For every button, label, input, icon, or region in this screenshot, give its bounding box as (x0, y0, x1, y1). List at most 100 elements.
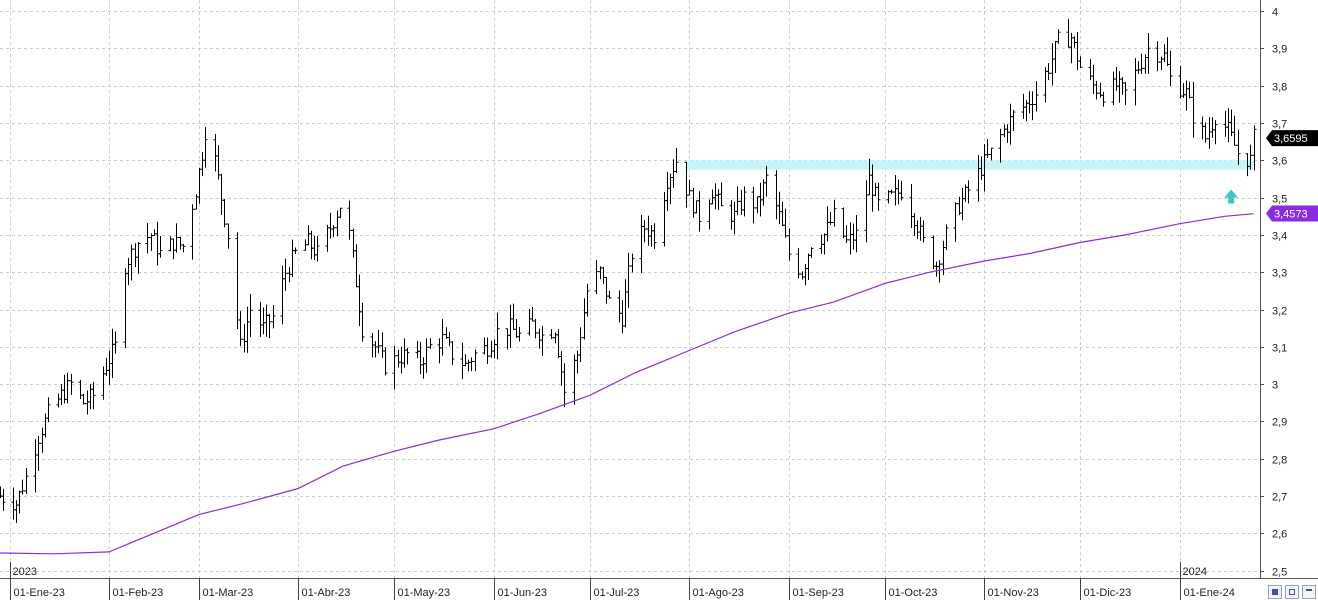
ohlc-bar (844, 225, 849, 244)
ohlc-bar (822, 233, 827, 255)
y-axis-ticks: 4 3,9 3,8 3,7 3,6 3,5 3,4 3,3 3,2 3,1 3 2,9 2,8 2,7 2,… (1260, 7, 1287, 579)
ohlc-bar (1011, 109, 1016, 132)
x-tick-label: 01-Jul-23 (594, 587, 640, 599)
ohlc-bar (893, 175, 898, 206)
ohlc-bar (473, 349, 478, 372)
ohlc-bar (43, 413, 48, 438)
y-tick-label: 3 (1272, 380, 1278, 392)
ohlc-bar (1056, 29, 1061, 44)
ohlc-bar (418, 341, 423, 375)
ohlc-bar (559, 351, 564, 386)
ohlc-bar (280, 265, 285, 325)
ohlc-bar (662, 191, 667, 247)
ohlc-bar (1200, 116, 1205, 140)
ohlc-bar (687, 179, 692, 196)
ohlc-bar (957, 196, 962, 216)
ohlc-bar (466, 359, 471, 372)
ohlc-bar (335, 210, 340, 237)
ohlc-bar (1139, 53, 1144, 74)
ohlc-bar (293, 247, 298, 255)
y-tick-label: 2,9 (1272, 417, 1287, 429)
ohlc-bar (774, 170, 779, 220)
ohlc-bar (24, 468, 29, 494)
ohlc-bar (1027, 91, 1032, 114)
ohlc-bar (219, 173, 224, 216)
ohlc-bar (315, 235, 320, 262)
ohlc-bar (825, 206, 830, 242)
ohlc-bar (966, 180, 971, 204)
ohlc-bar (383, 347, 388, 376)
ohlc-bar (828, 211, 833, 225)
ohlc-bar (14, 500, 19, 523)
ohlc-bar (59, 384, 64, 405)
ohlc-bar (514, 319, 519, 338)
ohlc-bar (735, 186, 740, 216)
ohlc-bar (832, 199, 837, 227)
ohlc-bar (485, 337, 490, 364)
ohlc-bar (1021, 93, 1026, 120)
year-label: 2023 (13, 566, 37, 578)
ohlc-bar (261, 307, 266, 335)
pin-icon[interactable] (1302, 585, 1316, 599)
ohlc-bar (921, 220, 926, 243)
support-band-rect (686, 160, 1254, 170)
ohlc-bar (713, 183, 718, 210)
y-tick-label: 3,4 (1272, 231, 1287, 243)
ohlc-bar (642, 219, 647, 243)
x-tick-label: 01-Mar-23 (203, 587, 254, 599)
ohlc-bar (549, 329, 554, 340)
ohlc-bar (392, 345, 397, 390)
x-tick-label: 01-Nov-23 (988, 587, 1039, 599)
ohlc-bar (841, 207, 846, 239)
ohlc-bar (40, 427, 45, 453)
ohlc-bar (396, 349, 401, 368)
ohlc-bar (1232, 115, 1237, 146)
save-icon[interactable] (1268, 585, 1282, 599)
ohlc-bar (764, 165, 769, 197)
ohlc-bar (17, 490, 22, 514)
ohlc-bar (915, 220, 920, 240)
ohlc-bar (133, 243, 138, 268)
ohlc-bars (0, 18, 1257, 523)
ohlc-bar (1123, 81, 1128, 105)
ohlc-bar (1168, 50, 1173, 86)
ohlc-bar (697, 191, 702, 232)
x-tick-label: 01-Jun-23 (498, 587, 548, 599)
ohlc-bar (594, 260, 599, 295)
x-tick-label: 01-Ene-24 (1184, 587, 1235, 599)
ohlc-bar (1187, 81, 1192, 99)
ohlc-bar (325, 224, 330, 252)
restore-icon[interactable] (1285, 585, 1299, 599)
ohlc-bar (460, 342, 465, 380)
ohlc-bar (145, 222, 150, 254)
ohlc-bar (960, 187, 965, 221)
x-tick-label: 01-May-23 (398, 587, 451, 599)
ohlc-bar (235, 232, 240, 330)
ohlc-bar (450, 341, 455, 365)
ohlc-bar (671, 159, 676, 189)
ma-value-tag-bg (1266, 205, 1318, 222)
ohlc-bar (181, 243, 186, 253)
ohlc-bar (331, 225, 336, 238)
ohlc-bar (1114, 66, 1119, 91)
ohlc-bar (1226, 108, 1231, 143)
ohlc-bar (953, 202, 958, 242)
ohlc-bar (178, 236, 183, 250)
ohlc-bar (1184, 80, 1189, 111)
ohlc-bar (437, 338, 442, 364)
year-label: 2024 (1183, 566, 1207, 578)
ohlc-bar (739, 190, 744, 215)
ohlc-bar (1165, 37, 1170, 66)
x-tick-label: 01-Oct-23 (889, 587, 938, 599)
ohlc-bar (985, 138, 990, 158)
y-tick-label: 2,6 (1272, 529, 1287, 541)
chart-toolbar (1268, 585, 1316, 599)
ohlc-bar (562, 363, 567, 408)
ohlc-bar (428, 338, 433, 349)
ohlc-bar (1091, 64, 1096, 95)
ohlc-bar (674, 148, 679, 173)
ohlc-bar (126, 257, 131, 286)
ohlc-bar (716, 189, 721, 211)
ohlc-bar (312, 235, 317, 260)
ohlc-bar (530, 306, 535, 322)
